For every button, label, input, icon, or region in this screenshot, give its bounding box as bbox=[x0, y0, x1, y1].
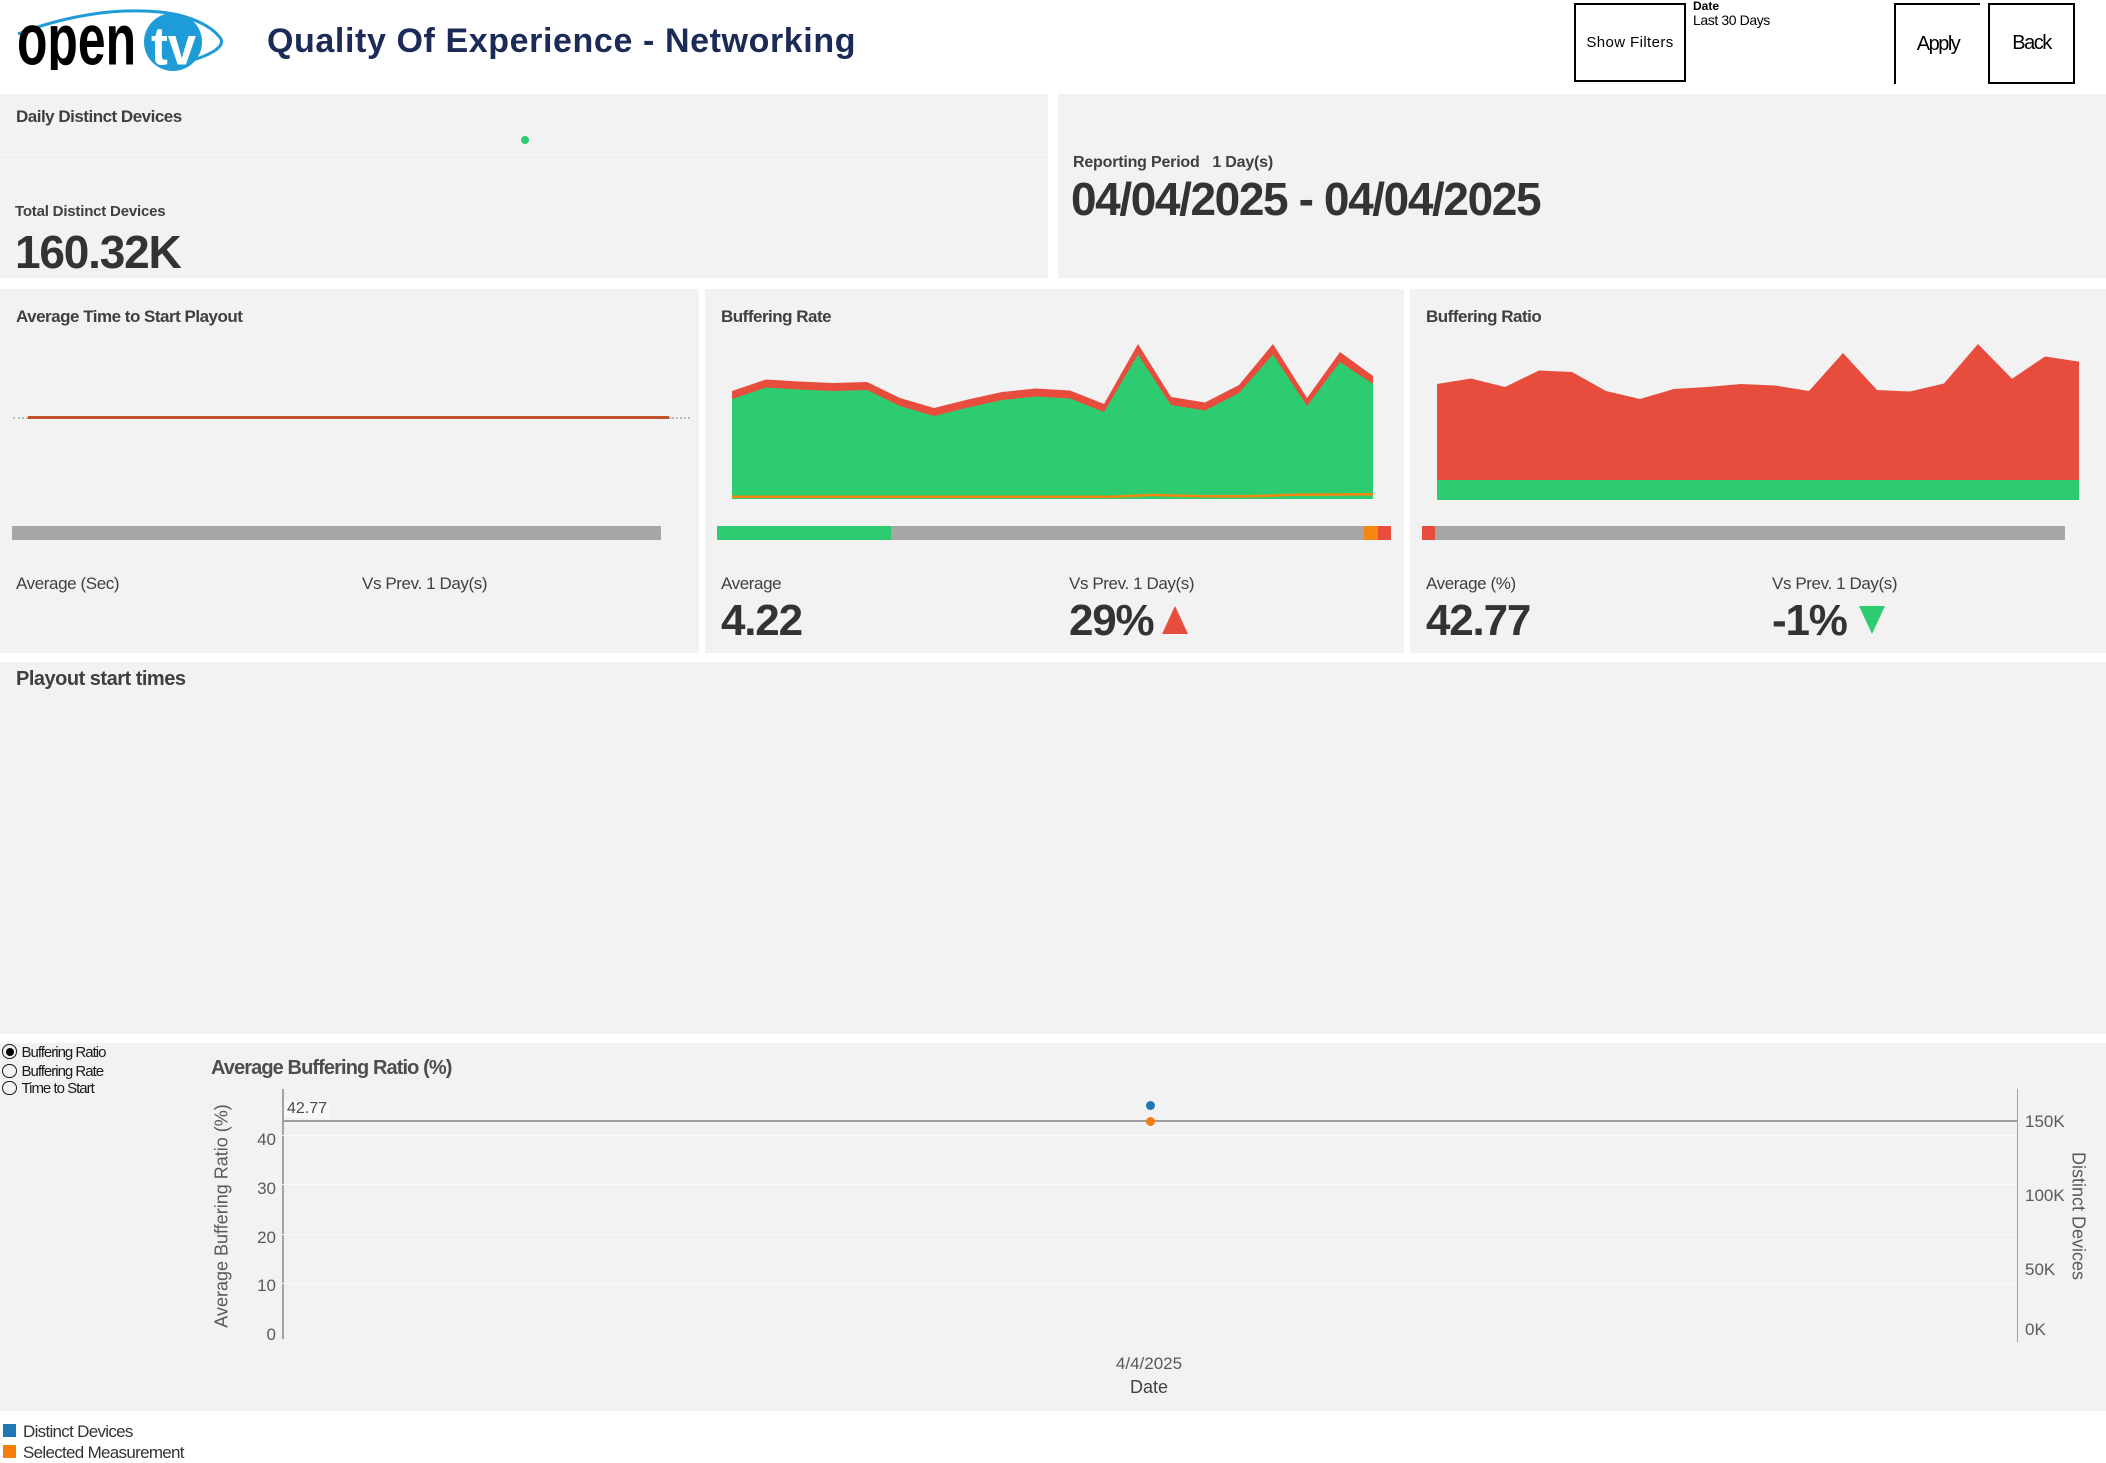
svg-text:open: open bbox=[17, 1, 136, 81]
svg-text:tv: tv bbox=[151, 17, 196, 77]
